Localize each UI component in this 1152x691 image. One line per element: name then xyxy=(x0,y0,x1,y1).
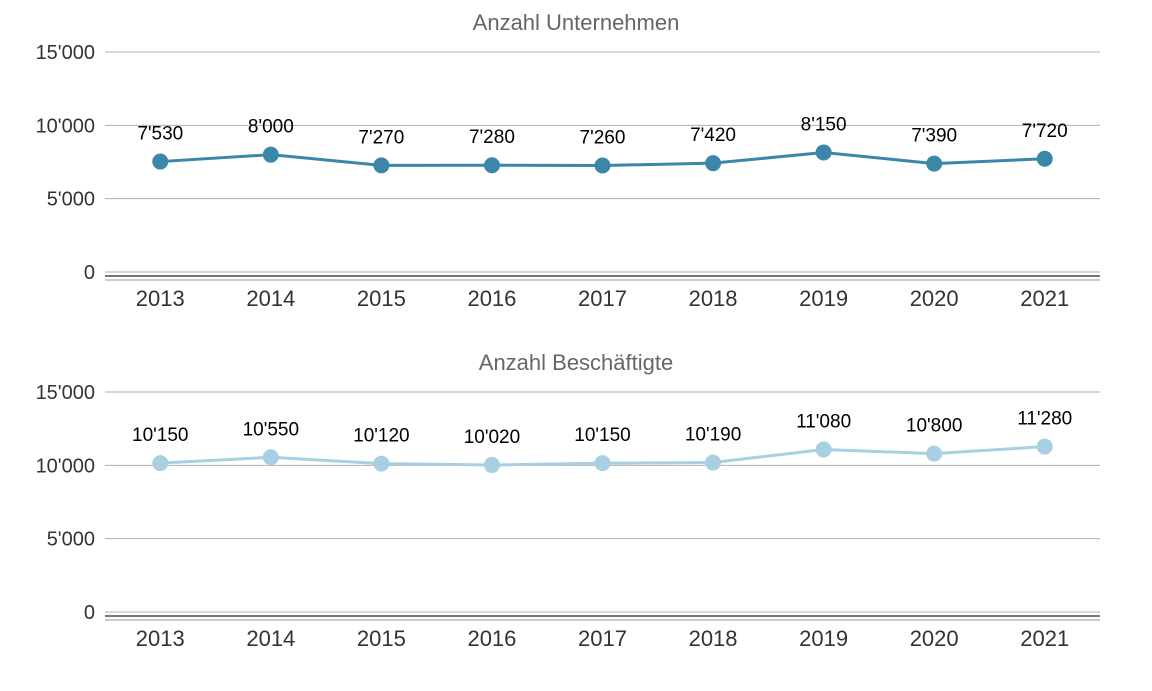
x-tick-label: 2021 xyxy=(1020,626,1069,651)
y-tick-label: 15'000 xyxy=(36,382,95,404)
x-tick-label: 2019 xyxy=(799,626,848,651)
data-point xyxy=(816,441,832,457)
data-label: 10'150 xyxy=(132,425,188,446)
x-tick-label: 2014 xyxy=(246,626,295,651)
data-point xyxy=(926,156,942,172)
y-tick-label: 15'000 xyxy=(36,42,95,64)
x-tick-label: 2014 xyxy=(246,286,295,311)
data-label: 7'280 xyxy=(469,127,515,148)
data-point xyxy=(484,157,500,173)
data-point xyxy=(1037,439,1053,455)
chart-title: Anzahl Unternehmen xyxy=(0,10,1152,36)
chart-plot-area: 0 5'000 10'000 15'000 2013 2014 2015 2016 2017 20… xyxy=(0,382,1152,672)
page: Anzahl Unternehmen 0 5'000 10'000 15'000 201… xyxy=(0,0,1152,691)
data-point xyxy=(484,457,500,473)
x-tick-label: 2019 xyxy=(799,286,848,311)
x-tick-label: 2017 xyxy=(578,286,627,311)
x-tick-label: 2016 xyxy=(467,286,516,311)
data-point xyxy=(595,158,611,174)
chart-panel-beschaeftigte: Anzahl Beschäftigte 0 5'000 10'000 15'000 20… xyxy=(0,350,1152,672)
data-point xyxy=(373,157,389,173)
data-label: 7'270 xyxy=(358,127,404,148)
y-tick-label: 10'000 xyxy=(36,115,95,137)
data-point xyxy=(373,456,389,472)
y-tick-label: 5'000 xyxy=(47,189,95,211)
data-label: 7'420 xyxy=(690,125,736,146)
x-tick-label: 2016 xyxy=(467,626,516,651)
x-tick-label: 2020 xyxy=(910,626,959,651)
data-label: 7'530 xyxy=(137,124,183,145)
x-tick-label: 2018 xyxy=(689,626,738,651)
data-label: 10'150 xyxy=(574,425,630,446)
data-label: 11'280 xyxy=(1017,409,1072,430)
x-tick-label: 2020 xyxy=(910,286,959,311)
data-point xyxy=(926,446,942,462)
data-point xyxy=(816,144,832,160)
x-tick-label: 2018 xyxy=(689,286,738,311)
data-label: 11'080 xyxy=(796,411,851,432)
data-point xyxy=(705,455,721,471)
data-label: 10'800 xyxy=(906,416,962,437)
data-label: 10'190 xyxy=(685,425,741,446)
data-label: 8'150 xyxy=(801,114,847,135)
data-label: 7'720 xyxy=(1022,121,1068,142)
y-tick-label: 0 xyxy=(84,262,95,284)
data-label: 7'390 xyxy=(911,126,957,147)
y-tick-label: 5'000 xyxy=(47,529,95,551)
chart-plot-area: 0 5'000 10'000 15'000 2013 2014 2015 2016 2017 20… xyxy=(0,42,1152,332)
y-tick-label: 10'000 xyxy=(36,455,95,477)
data-label: 8'000 xyxy=(248,117,294,138)
x-tick-label: 2015 xyxy=(357,286,406,311)
chart-panel-unternehmen: Anzahl Unternehmen 0 5'000 10'000 15'000 201… xyxy=(0,10,1152,332)
x-tick-label: 2015 xyxy=(357,626,406,651)
data-point xyxy=(152,455,168,471)
x-tick-label: 2017 xyxy=(578,626,627,651)
x-tick-label: 2013 xyxy=(136,626,185,651)
x-tick-label: 2013 xyxy=(136,286,185,311)
data-label: 7'260 xyxy=(580,128,626,149)
y-tick-label: 0 xyxy=(84,602,95,624)
data-point xyxy=(263,449,279,465)
x-tick-label: 2021 xyxy=(1020,286,1069,311)
chart-title: Anzahl Beschäftigte xyxy=(0,350,1152,376)
data-point xyxy=(705,155,721,171)
data-point xyxy=(595,455,611,471)
data-label: 10'020 xyxy=(464,427,520,448)
data-label: 10'120 xyxy=(353,426,409,447)
data-point xyxy=(263,147,279,163)
data-point xyxy=(152,154,168,170)
data-point xyxy=(1037,151,1053,167)
data-label: 10'550 xyxy=(243,419,299,440)
